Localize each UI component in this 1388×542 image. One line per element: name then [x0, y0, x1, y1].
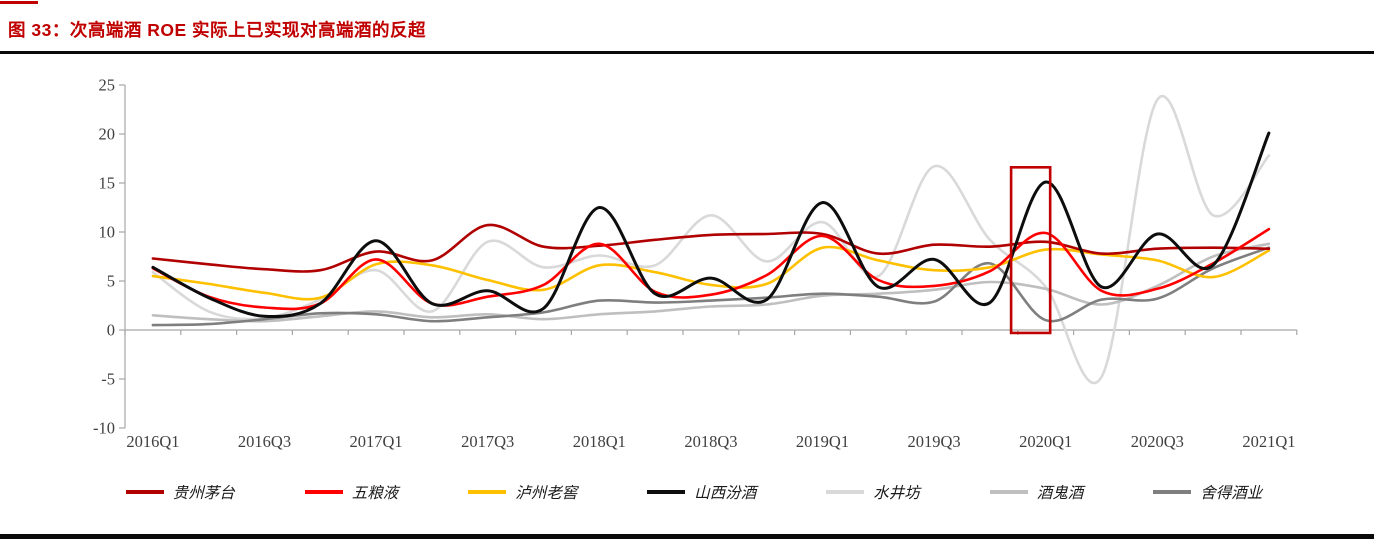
legend-swatch-icon: [468, 490, 507, 494]
y-axis-tick-label: 15: [99, 174, 116, 193]
x-axis-tick-label: 2018Q1: [573, 432, 626, 451]
series-line-7: [151, 246, 1271, 327]
legend-swatch-icon: [125, 490, 164, 494]
x-axis-tick-label: 2016Q1: [126, 432, 179, 451]
y-axis-tick-label: -10: [93, 419, 115, 438]
legend-label: 舍得酒业: [1200, 485, 1263, 502]
x-axis-tick-label: 2020Q1: [1019, 432, 1072, 451]
legend-label: 酒鬼酒: [1036, 485, 1084, 502]
y-axis-tick-label: 20: [99, 125, 116, 144]
y-axis-tick-label: 0: [107, 321, 115, 340]
series-line-6: [151, 242, 1271, 323]
x-axis-tick-label: 2018Q3: [684, 432, 737, 451]
legend-item-7: 舍得酒业: [1153, 481, 1262, 503]
top-accent-bar: [0, 1, 38, 4]
highlight-box-2020q1: [1009, 166, 1052, 335]
legend-swatch-icon: [647, 490, 686, 494]
legend-item-1: 贵州茅台: [125, 481, 235, 503]
figure-title: 图 33：次高端酒 ROE 实际上已实现对高端酒的反超: [8, 20, 426, 40]
legend-item-6: 酒鬼酒: [989, 481, 1084, 503]
roe-line-chart: 25 20 15 10 5 0 -5 -10 2016Q1 2016Q3 2017Q1 2017Q3 2…: [0, 60, 1388, 465]
bottom-border: [0, 534, 1374, 539]
x-axis-tick-label: 2017Q1: [350, 432, 403, 451]
x-axis-tick-label: 2016Q3: [238, 432, 291, 451]
x-axis-tick-label: 2021Q1: [1242, 432, 1295, 451]
y-axis-tick-label: 5: [107, 272, 115, 291]
legend-swatch-icon: [304, 490, 343, 494]
legend-swatch-icon: [1153, 490, 1192, 494]
legend-swatch-icon: [826, 490, 865, 494]
legend-label: 水井坊: [873, 485, 920, 502]
x-axis-tick-label: 2017Q3: [461, 432, 514, 451]
y-axis-tick-label: 10: [99, 223, 116, 242]
x-axis-tick-label: 2019Q3: [908, 432, 961, 451]
series-line-4: [151, 131, 1271, 319]
legend-item-2: 五粮液: [304, 481, 399, 503]
legend-label: 山西汾酒: [694, 485, 757, 502]
title-underline: [0, 51, 1374, 54]
legend-label: 贵州茅台: [172, 485, 235, 502]
y-axis-tick-label: -5: [101, 370, 115, 389]
y-axis-tick-label: 25: [99, 76, 116, 95]
series-line-2: [151, 227, 1271, 311]
x-axis-tick-label: 2020Q3: [1131, 432, 1184, 451]
series-line-1: [151, 223, 1271, 273]
legend-item-5: 水井坊: [826, 481, 920, 503]
legend-label: 五粮液: [351, 485, 399, 502]
chart-canvas: 25 20 15 10 5 0 -5 -10 2016Q1 2016Q3 2017Q1 2017Q3 2…: [93, 76, 1298, 451]
series-line-5: [151, 94, 1271, 385]
legend-swatch-icon: [989, 490, 1028, 494]
x-axis-tick-label: 2019Q1: [796, 432, 849, 451]
chart-legend: 贵州茅台 五粮液 泸州老窖 山西汾酒 水井坊 酒鬼酒 舍得酒业: [0, 481, 1388, 503]
legend-item-4: 山西汾酒: [647, 481, 756, 503]
legend-item-3: 泸州老窖: [468, 481, 577, 503]
legend-label: 泸州老窖: [515, 485, 578, 502]
